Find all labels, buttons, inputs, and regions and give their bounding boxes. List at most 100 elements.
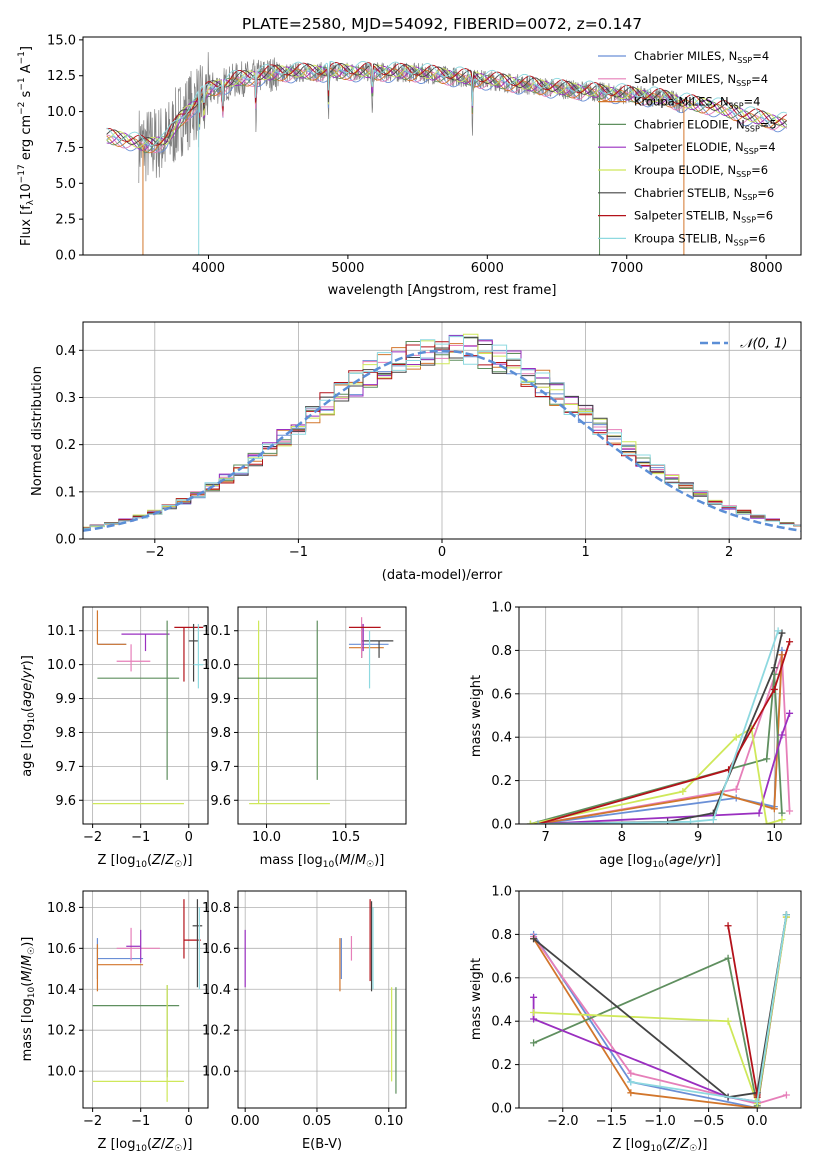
y-tick-label: 7.5 bbox=[55, 141, 76, 156]
legend-ssp-subscript: SSP bbox=[745, 124, 760, 133]
mass-weight-marker bbox=[778, 651, 786, 659]
y-tick-label: 1.0 bbox=[491, 601, 512, 616]
weight-vs-age-plot-area bbox=[526, 627, 794, 824]
x-tick-label: 0 bbox=[185, 830, 193, 845]
mass-weight-marker bbox=[753, 1097, 761, 1105]
y-tick-label: 0.4 bbox=[55, 344, 76, 359]
y-tick-label: 10.1 bbox=[202, 624, 231, 639]
x-tick-label: 7 bbox=[542, 830, 550, 845]
y-axis-label: mass weight bbox=[469, 675, 484, 757]
legend-ssp-count: =4 bbox=[744, 95, 761, 109]
y-tick-label: 9.6 bbox=[55, 794, 76, 809]
mass-weight-marker bbox=[782, 911, 790, 919]
x-tick-label: −1.5 bbox=[596, 1114, 628, 1129]
mass-weight-marker bbox=[732, 733, 740, 741]
legend-label: Salpeter ELODIE, NSSP=4 bbox=[634, 140, 776, 156]
mass-weight-marker bbox=[530, 1015, 538, 1023]
legend-model-name: Kroupa ELODIE, N bbox=[634, 163, 736, 177]
mass-weight-marker bbox=[679, 787, 687, 795]
x-tick-label: 10 bbox=[766, 830, 783, 845]
legend-model-name: Chabrier MILES, N bbox=[634, 49, 737, 63]
mass-weight-marker bbox=[763, 820, 771, 824]
x-axis-label: mass [log10(M/M☉)] bbox=[260, 853, 385, 870]
mass-weight-marker bbox=[627, 1078, 635, 1086]
model-spectrum-line bbox=[106, 63, 788, 146]
weight-vs-age-panel: 7 8 9 10 0.0 0.2 0.4 0.6 0.8 1.0 age [log10(age/yr… bbox=[469, 601, 802, 870]
mass-weight-line bbox=[537, 654, 791, 824]
x-axis-label: Z [log10(Z/Z☉)] bbox=[98, 1137, 193, 1154]
y-tick-label: 0.2 bbox=[491, 774, 512, 789]
y-tick-label: 10.0 bbox=[202, 1065, 231, 1080]
axes-frame bbox=[82, 36, 802, 256]
legend-ssp-count: =4 bbox=[752, 49, 769, 63]
weight-vs-metallicity-plot-area bbox=[530, 911, 790, 1108]
y-axis-label: mass weight bbox=[469, 958, 484, 1040]
legend-model-name: Salpeter MILES, N bbox=[634, 72, 736, 86]
mass-weight-marker bbox=[530, 935, 538, 943]
x-axis-label: age [log10(age/yr)] bbox=[599, 853, 721, 870]
mass-weight-line bbox=[538, 712, 791, 824]
x-tick-label: 0.00 bbox=[231, 1114, 260, 1129]
legend-label: Kroupa STELIB, NSSP=6 bbox=[634, 231, 765, 247]
mass-vs-metallicity-panel: −2 −1 0 10.0 10.2 10.4 10.6 10.8 Z [log10(Z/Z☉)]… bbox=[20, 890, 209, 1154]
y-tick-label: 2.5 bbox=[55, 213, 76, 228]
x-tick-label: −2 bbox=[145, 545, 164, 560]
x-tick-label: 7000 bbox=[610, 261, 643, 276]
x-tick-label: −2.0 bbox=[547, 1114, 579, 1129]
model-spectrum-line bbox=[106, 68, 787, 153]
age-vs-mass-plot-area bbox=[238, 617, 394, 805]
mass-weight-marker bbox=[778, 629, 786, 637]
y-tick-label: 0.0 bbox=[491, 818, 512, 833]
y-tick-label: 1.0 bbox=[491, 885, 512, 900]
x-axis-label: wavelength [Angstrom, rest frame] bbox=[328, 283, 557, 298]
figure-title: PLATE=2580, MJD=54092, FIBERID=0072, z=0… bbox=[242, 15, 642, 33]
y-tick-label: 10.2 bbox=[202, 1024, 231, 1039]
mass-weight-line bbox=[537, 641, 791, 824]
legend-ssp-count: =4 bbox=[751, 72, 768, 86]
axes-frame bbox=[82, 606, 209, 825]
legend-ssp-subscript: SSP bbox=[741, 216, 756, 225]
legend-ssp-subscript: SSP bbox=[742, 193, 757, 202]
legend-ssp-count: =5 bbox=[760, 117, 777, 131]
x-tick-label: 0.10 bbox=[374, 1114, 403, 1129]
y-tick-label: 0.2 bbox=[491, 1058, 512, 1073]
mass-weight-marker bbox=[709, 816, 717, 824]
x-axis-label: (data-model)/error bbox=[382, 568, 503, 583]
x-axis-label: E(B-V) bbox=[302, 1137, 342, 1152]
histogram-step-line bbox=[83, 336, 801, 529]
mass-weight-line bbox=[530, 674, 783, 824]
x-tick-label: 5000 bbox=[331, 261, 364, 276]
model-spectrum-line bbox=[106, 60, 788, 146]
mass-weight-marker bbox=[770, 805, 778, 813]
mass-weight-marker bbox=[534, 820, 542, 824]
y-tick-label: 9.7 bbox=[210, 760, 231, 775]
y-tick-label: 0.0 bbox=[55, 533, 76, 548]
legend-ssp-subscript: SSP bbox=[734, 238, 749, 247]
legend-ssp-subscript: SSP bbox=[736, 170, 751, 179]
x-tick-label: 10.5 bbox=[331, 830, 360, 845]
x-tick-label: 8 bbox=[618, 830, 626, 845]
x-tick-label: −1 bbox=[131, 830, 150, 845]
mass-weight-marker bbox=[686, 818, 694, 824]
legend-label: Chabrier ELODIE, NSSP=5 bbox=[634, 117, 777, 133]
legend-ssp-count: =6 bbox=[751, 163, 768, 177]
mass-weight-marker bbox=[530, 993, 538, 1001]
mass-weight-marker bbox=[530, 1009, 538, 1017]
x-tick-label: −1 bbox=[131, 1114, 150, 1129]
legend-ssp-count: =6 bbox=[756, 209, 773, 223]
x-tick-label: 6000 bbox=[471, 261, 504, 276]
mass-weight-marker bbox=[770, 664, 778, 672]
y-tick-label: 10.0 bbox=[47, 1065, 76, 1080]
x-tick-label: 8000 bbox=[750, 261, 783, 276]
y-tick-label: 10.6 bbox=[47, 942, 76, 957]
mass-vs-extinction-panel: 0.00 0.05 0.10 10.0 10.2 10.4 10.6 10.8 bbox=[202, 890, 407, 1129]
mass-weight-marker bbox=[526, 820, 534, 824]
residual-histogram-plot-area bbox=[83, 333, 801, 532]
mass-weight-line bbox=[727, 925, 759, 1098]
x-tick-label: 0 bbox=[438, 545, 446, 560]
y-tick-label: 10.6 bbox=[202, 942, 231, 957]
mass-weight-line bbox=[538, 630, 779, 824]
y-tick-label: 0.1 bbox=[55, 485, 76, 500]
mass-weight-marker bbox=[755, 809, 763, 817]
x-axis-label: Z [log10(Z/Z☉)] bbox=[613, 1137, 708, 1154]
